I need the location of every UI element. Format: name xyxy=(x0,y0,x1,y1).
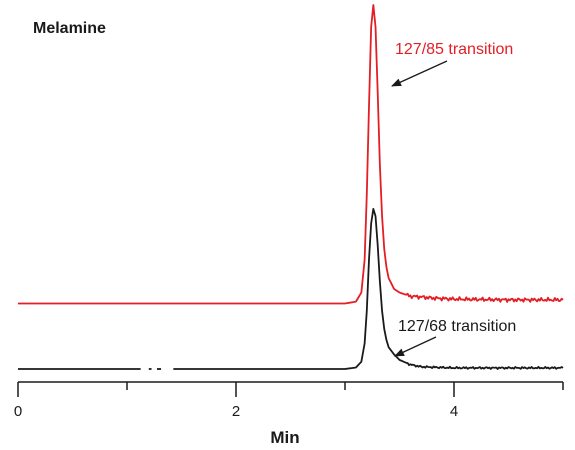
series-line-127-68-segment-3 xyxy=(173,207,564,370)
annotation-arrow-127-68 xyxy=(394,336,437,357)
x-tick-label-4: 4 xyxy=(450,403,458,420)
x-tick-label-2: 2 xyxy=(232,403,240,420)
x-axis-label: Min xyxy=(270,428,299,447)
x-tick-label-0: 0 xyxy=(14,403,22,420)
annotation-arrow-127-85 xyxy=(391,60,448,87)
annotation-label-127-85: 127/85 transition xyxy=(395,41,513,58)
annotation-label-127-68: 127/68 transition xyxy=(398,318,516,335)
chart-title: Melamine xyxy=(33,20,106,37)
series-line-127-85 xyxy=(18,4,564,305)
x-axis-ticks: 0 2 4 xyxy=(14,382,564,420)
series-layer xyxy=(18,4,564,370)
